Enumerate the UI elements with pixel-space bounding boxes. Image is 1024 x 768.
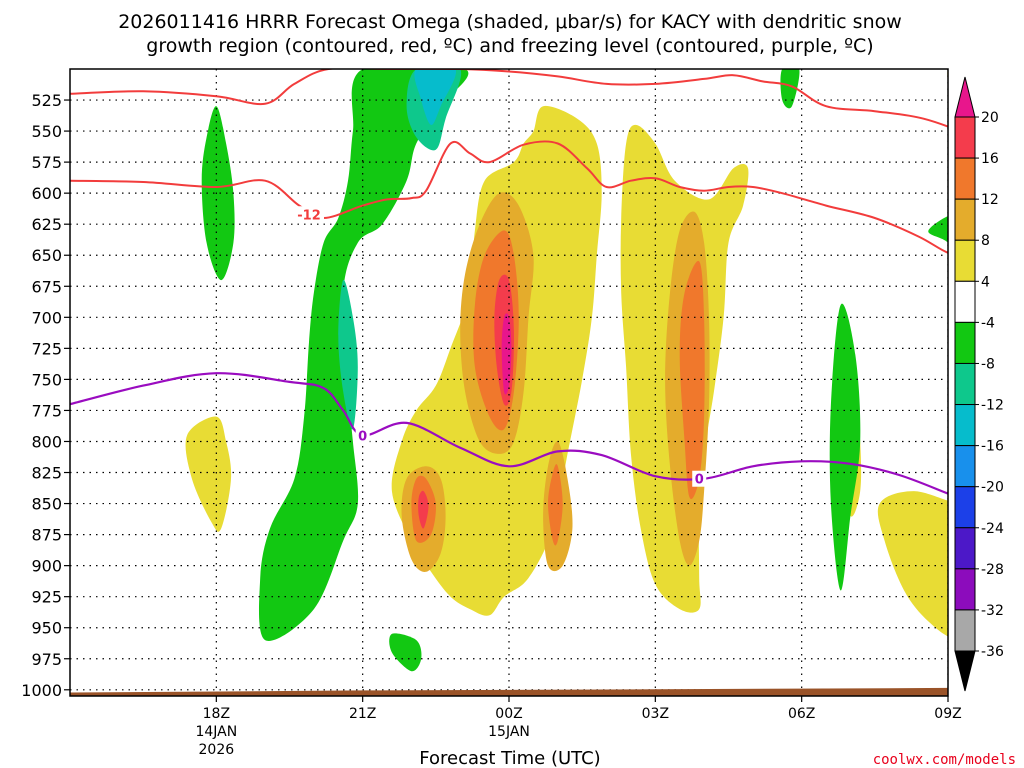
freezing-label-0: 0 — [358, 429, 367, 444]
omega-region-neg4-1 — [258, 69, 469, 641]
freezing-label-1: 0 — [695, 473, 704, 488]
omega-region-neg4-2 — [780, 69, 800, 109]
omega-region-4-5 — [947, 69, 948, 83]
y-axis: 525 550 575 600 625 650 675 700 725 750 775 800 825 8… — [21, 91, 70, 700]
x-tick-label-00Z: 00Z — [495, 706, 522, 722]
x-tick-label-18Z: 18Z — [203, 706, 230, 722]
y-tick-label-575: 575 — [31, 153, 62, 172]
y-tick-label-675: 675 — [31, 277, 62, 296]
y-tick-label-625: 625 — [31, 215, 62, 234]
y-tick-label-800: 800 — [31, 432, 62, 451]
colorbar-label-3: 8 — [981, 233, 990, 249]
colorbar-swatch-2 — [954, 198, 976, 241]
y-tick-label-750: 750 — [31, 370, 62, 389]
dgz-contour-label-bg — [294, 206, 325, 223]
x-tick-label-09Z: 09Z — [934, 706, 961, 722]
colorbar-label-6: -8 — [981, 356, 995, 372]
colorbar-label-11: -28 — [981, 562, 1004, 578]
colorbar-label-7: -12 — [981, 398, 1004, 414]
y-tick-label-725: 725 — [31, 339, 62, 358]
freezing-level-contour — [70, 372, 948, 495]
colorbar: 20 16 12 8 4 -4 -8 -12 -16 -20 -24 -28 -32 -36 — [954, 76, 1004, 692]
colorbar-swatch-8 — [954, 445, 976, 488]
colorbar-label-1: 16 — [981, 151, 999, 167]
plot-area: -12 0 0 — [69, 68, 1017, 697]
omega-region-20-0 — [501, 313, 512, 395]
freezing-label-1-bg — [692, 470, 707, 487]
colorbar-swatch-12 — [954, 609, 976, 652]
colorbar-label-10: -24 — [981, 521, 1004, 537]
colorbar-label-8: -16 — [981, 439, 1004, 455]
y-tick-label-550: 550 — [31, 122, 62, 141]
dgz-contour-neg16 — [70, 69, 948, 128]
colorbar-swatch-3 — [954, 239, 976, 282]
colorbar-swatch-1 — [954, 157, 976, 200]
y-tick-label-775: 775 — [31, 401, 62, 420]
contour-layer: -12 0 0 — [70, 69, 948, 495]
omega-region-neg4-0 — [201, 106, 235, 281]
omega-region-neg4-4 — [928, 216, 948, 243]
chart-title-line-1: 2026011416 HRRR Forecast Omega (shaded, … — [118, 11, 902, 33]
dgz-contour-label: -12 — [297, 208, 321, 223]
credit-text: coolwx.com/models — [873, 752, 1016, 768]
omega-region-neg4-3 — [829, 303, 861, 591]
omega-region-8-4 — [1006, 475, 1017, 557]
x-tick-year-18Z: 2026 — [199, 742, 235, 758]
colorbar-top-arrow — [954, 76, 976, 118]
y-tick-label-975: 975 — [31, 650, 62, 669]
colorbar-swatch-7 — [954, 404, 976, 447]
y-tick-label-925: 925 — [31, 588, 62, 607]
terrain-fill — [70, 687, 948, 696]
y-tick-label-525: 525 — [31, 91, 62, 110]
colorbar-label-5: -4 — [981, 315, 995, 331]
y-tick-label-650: 650 — [31, 246, 62, 265]
omega-region-neg12-0 — [414, 69, 457, 125]
y-tick-label-850: 850 — [31, 495, 62, 514]
colorbar-swatch-6 — [954, 362, 976, 406]
colorbar-label-2: 12 — [981, 192, 999, 208]
colorbar-swatch-10 — [954, 527, 976, 570]
omega-region-16-1 — [418, 490, 429, 529]
x-tick-date-00Z: 15JAN — [488, 724, 530, 740]
colorbar-label-4: 4 — [981, 274, 990, 290]
y-tick-label-950: 950 — [31, 619, 62, 638]
terrain-layer — [70, 687, 948, 696]
omega-shading — [185, 69, 1017, 672]
colorbar-label-9: -20 — [981, 480, 1004, 496]
y-tick-label-825: 825 — [31, 464, 62, 483]
x-axis: 18Z 14JAN 2026 21Z 00Z 15JAN 03Z 06Z 09Z — [195, 696, 962, 758]
colorbar-bottom-arrow — [954, 650, 976, 692]
y-tick-label-1000: 1000 — [21, 681, 62, 700]
x-tick-label-06Z: 06Z — [788, 706, 815, 722]
chart-title-line-2: growth region (contoured, red, ºC) and f… — [146, 35, 873, 57]
omega-region-12-3 — [679, 260, 705, 500]
x-axis-label: Forecast Time (UTC) — [419, 748, 600, 768]
omega-region-neg4-5 — [389, 633, 422, 672]
y-tick-label-700: 700 — [31, 308, 62, 327]
grid-lines — [70, 69, 948, 696]
colorbar-swatch-4 — [954, 280, 976, 323]
colorbar-label-12: -32 — [981, 603, 1004, 619]
colorbar-swatch-9 — [954, 486, 976, 529]
x-tick-label-21Z: 21Z — [349, 706, 376, 722]
colorbar-swatch-11 — [954, 568, 976, 611]
colorbar-label-13: -36 — [981, 644, 1004, 660]
y-tick-label-900: 900 — [31, 557, 62, 576]
colorbar-swatch-5 — [954, 321, 976, 364]
y-tick-label-600: 600 — [31, 184, 62, 203]
colorbar-swatch-0 — [954, 116, 976, 159]
x-tick-date-18Z: 14JAN — [195, 724, 237, 740]
freezing-label-0-bg — [355, 427, 370, 444]
omega-region-4-4 — [877, 491, 948, 637]
y-tick-label-875: 875 — [31, 526, 62, 545]
omega-region-12-2 — [548, 464, 563, 546]
colorbar-label-0: 20 — [981, 110, 999, 126]
x-tick-label-03Z: 03Z — [642, 706, 669, 722]
